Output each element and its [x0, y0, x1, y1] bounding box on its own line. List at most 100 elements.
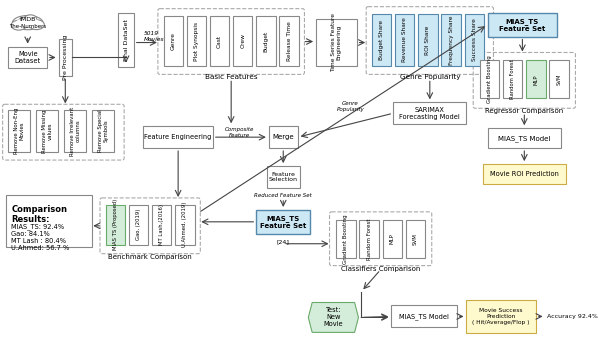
Ellipse shape: [13, 16, 43, 30]
Bar: [359, 220, 379, 258]
Text: IMDB: IMDB: [20, 17, 36, 22]
Text: Movie Success
Prediction
( Hit/Average/Flop ): Movie Success Prediction ( Hit/Average/F…: [472, 308, 530, 325]
Bar: [164, 16, 183, 66]
Text: Remove Non-Eng
Movies: Remove Non-Eng Movies: [14, 108, 25, 154]
Ellipse shape: [16, 18, 40, 27]
Text: Merge: Merge: [272, 134, 294, 140]
Bar: [391, 305, 457, 327]
Bar: [175, 205, 194, 245]
Text: MIAS_TS: 92.4%
Gao: 84.1%
MT Lash : 80.4%
U.Ahmed: 56.7 %: MIAS_TS: 92.4% Gao: 84.1% MT Lash : 80.4…: [11, 223, 70, 251]
Text: Frequency Share: Frequency Share: [449, 15, 454, 65]
Text: Random Forest: Random Forest: [367, 218, 371, 259]
Bar: [8, 110, 29, 152]
Bar: [526, 60, 545, 98]
Text: Success Share: Success Share: [472, 19, 476, 61]
Text: Final DataSet: Final DataSet: [124, 19, 128, 61]
Bar: [383, 220, 402, 258]
Text: MIAS_TS
Feature Set: MIAS_TS Feature Set: [260, 215, 307, 229]
Text: Gradient Boosting: Gradient Boosting: [343, 214, 349, 264]
Text: Crew: Crew: [240, 34, 245, 48]
Bar: [393, 102, 466, 124]
Text: Genre
Popularity: Genre Popularity: [337, 101, 364, 112]
Bar: [152, 205, 172, 245]
Ellipse shape: [29, 20, 44, 30]
Bar: [483, 164, 566, 184]
Text: Basic Features: Basic Features: [205, 74, 257, 80]
Text: Budget: Budget: [263, 30, 268, 52]
Text: Comparison
Results:: Comparison Results:: [11, 205, 67, 224]
Bar: [210, 16, 229, 66]
Text: SARIMAX
Forecasting Model: SARIMAX Forecasting Model: [400, 107, 460, 120]
Text: SVM: SVM: [557, 74, 562, 85]
Bar: [488, 13, 557, 37]
Text: Feature Engineering: Feature Engineering: [145, 134, 212, 140]
Text: Regressor Comparison: Regressor Comparison: [485, 108, 563, 114]
Text: ROI Share: ROI Share: [425, 25, 430, 55]
Bar: [92, 110, 113, 152]
Bar: [442, 14, 461, 66]
Text: Benchmark Comparison: Benchmark Comparison: [108, 254, 192, 260]
Text: Random Forest: Random Forest: [510, 60, 515, 99]
Text: Time Series Feature
Engineering: Time Series Feature Engineering: [331, 13, 341, 72]
Text: Gao, (2019): Gao, (2019): [136, 209, 141, 240]
Bar: [233, 16, 253, 66]
Text: MT Lash,(2016): MT Lash,(2016): [159, 204, 164, 245]
Text: MIAS_TS Model: MIAS_TS Model: [498, 135, 551, 142]
Text: MIAS TS (Proposed): MIAS TS (Proposed): [113, 199, 118, 250]
Bar: [336, 220, 356, 258]
Text: Movie ROI Prediction: Movie ROI Prediction: [490, 171, 559, 177]
Text: Revenue Share: Revenue Share: [402, 18, 407, 62]
Text: Remove Missing
values: Remove Missing values: [41, 109, 52, 153]
Text: Remove Special
Symbols: Remove Special Symbols: [98, 110, 109, 152]
Bar: [256, 16, 275, 66]
Bar: [37, 110, 58, 152]
Bar: [372, 14, 391, 66]
Text: Composite
Feature: Composite Feature: [225, 127, 254, 138]
Text: Test:
New
Movie: Test: New Movie: [323, 307, 343, 328]
Bar: [488, 128, 561, 148]
Ellipse shape: [18, 17, 34, 27]
Bar: [59, 38, 72, 76]
Text: Release Time: Release Time: [287, 21, 292, 61]
Text: Remove Irrelevant
columns: Remove Irrelevant columns: [70, 107, 80, 156]
Bar: [406, 220, 425, 258]
Text: 5019
Movies: 5019 Movies: [143, 31, 164, 42]
Text: SVM: SVM: [413, 233, 418, 245]
Bar: [129, 205, 148, 245]
Bar: [5, 195, 92, 247]
Text: Accuracy 92.4%: Accuracy 92.4%: [547, 314, 598, 319]
Bar: [106, 205, 125, 245]
Text: Gradient Boosting: Gradient Boosting: [487, 55, 492, 103]
Text: MIAS_TS
Feature Set: MIAS_TS Feature Set: [499, 18, 545, 31]
Bar: [480, 60, 499, 98]
Bar: [64, 110, 86, 152]
Bar: [418, 14, 437, 66]
Text: Budget Share: Budget Share: [379, 20, 384, 60]
Text: Genre: Genre: [171, 32, 176, 50]
Text: MLP: MLP: [533, 74, 538, 85]
Bar: [143, 126, 213, 148]
Bar: [280, 16, 299, 66]
Bar: [464, 14, 484, 66]
Text: Cast: Cast: [217, 35, 222, 48]
Text: The-Numbers: The-Numbers: [9, 24, 46, 29]
Bar: [503, 60, 523, 98]
Text: MIAS_TS Model: MIAS_TS Model: [399, 313, 449, 320]
Bar: [256, 210, 310, 234]
Ellipse shape: [25, 15, 37, 23]
Bar: [269, 126, 298, 148]
Text: U.Ahmed, (2019): U.Ahmed, (2019): [182, 202, 187, 247]
Bar: [550, 60, 569, 98]
Bar: [466, 299, 536, 333]
Text: Genre Popularity: Genre Popularity: [400, 74, 460, 80]
Bar: [118, 13, 134, 67]
Text: Feature
Selection: Feature Selection: [269, 172, 298, 183]
Text: Plot Synopsis: Plot Synopsis: [194, 22, 199, 61]
Text: Reduced Feature Set: Reduced Feature Set: [254, 193, 312, 198]
Text: Movie
Dataset: Movie Dataset: [14, 51, 41, 64]
Polygon shape: [308, 303, 358, 333]
Bar: [316, 19, 356, 66]
Text: [24]: [24]: [277, 239, 290, 244]
Bar: [187, 16, 206, 66]
Text: MLP: MLP: [390, 233, 395, 244]
